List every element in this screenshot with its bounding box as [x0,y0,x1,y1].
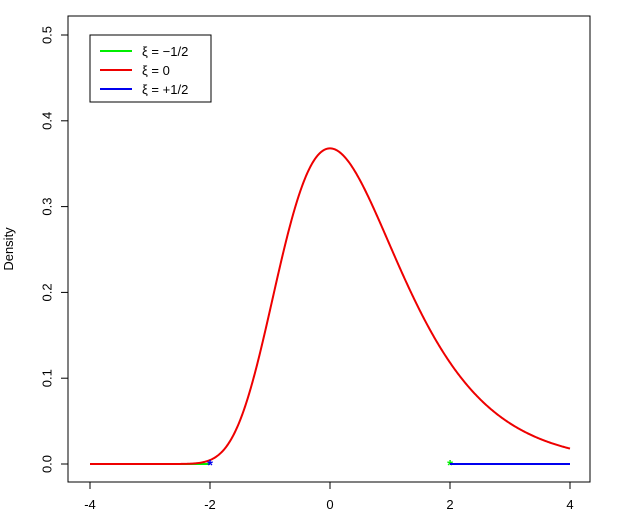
series-endpoint-marker-3: * [207,457,213,474]
y-tick-label: 0.2 [39,283,54,301]
legend-label-2: ξ = 0 [142,63,170,78]
series-line-2 [90,147,571,465]
y-tick-label: 0.4 [39,112,54,130]
legend-box [89,34,212,103]
x-tick-label: 0 [326,497,333,512]
x-tick-label: 4 [566,497,573,512]
y-tick-label: 0.0 [39,455,54,473]
y-tick-label: 0.3 [39,198,54,216]
axes: -4 -2 0 2 4 0.0 0.1 0.2 0.3 0.4 0.5 [39,26,573,512]
y-tick-label: 0.5 [39,26,54,44]
x-tick-label: -4 [84,497,96,512]
legend: ξ = −1/2 ξ = 0 ξ = +1/2 [89,34,212,103]
x-tick-label: 2 [446,497,453,512]
series-layer: ** [90,147,571,474]
x-tick-label: -2 [204,497,216,512]
y-axis-title: Density [1,227,16,271]
series-endpoint-marker-1: * [447,457,453,474]
legend-label-1: ξ = −1/2 [142,44,188,59]
legend-label-3: ξ = +1/2 [142,82,188,97]
y-tick-label: 0.1 [39,369,54,387]
